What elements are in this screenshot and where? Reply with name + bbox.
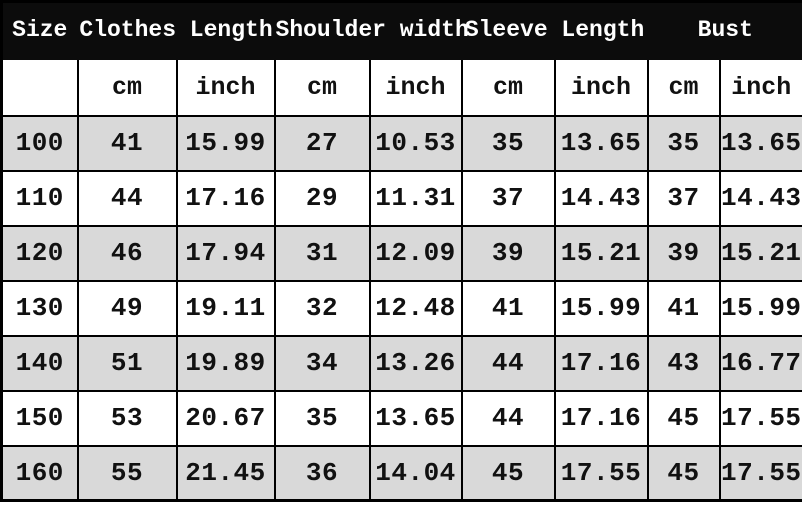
data-cell: 45 (646, 389, 721, 447)
data-cell: 16.77 (718, 334, 802, 392)
unit-cell-cm: cm (76, 57, 178, 117)
data-cell: 55 (76, 444, 178, 502)
table-body: 100 41 15.99 27 10.53 35 13.65 35 13.65 110 44 17.1… (0, 114, 802, 502)
data-cell: 35 (273, 389, 371, 447)
data-cell: 43 (646, 334, 721, 392)
data-cell: 13.65 (718, 114, 802, 172)
data-cell: 17.16 (553, 389, 649, 447)
size-cell: 110 (0, 169, 79, 227)
unit-cell-cm: cm (460, 57, 556, 117)
unit-cell-inch: inch (368, 57, 463, 117)
data-cell: 31 (273, 224, 371, 282)
unit-cell-cm: cm (273, 57, 371, 117)
table-row: 120 46 17.94 31 12.09 39 15.21 39 15.21 (0, 224, 802, 282)
data-cell: 51 (76, 334, 178, 392)
data-cell: 17.55 (718, 444, 802, 502)
data-cell: 17.94 (175, 224, 276, 282)
data-cell: 14.43 (553, 169, 649, 227)
table-row: 100 41 15.99 27 10.53 35 13.65 35 13.65 (0, 114, 802, 172)
header-bust: Bust (646, 0, 802, 60)
data-cell: 45 (460, 444, 556, 502)
data-cell: 39 (646, 224, 721, 282)
header-shoulder-width: Shoulder width (273, 0, 469, 60)
size-cell: 160 (0, 444, 79, 502)
data-cell: 14.04 (368, 444, 463, 502)
size-cell: 150 (0, 389, 79, 447)
data-cell: 35 (646, 114, 721, 172)
unit-cell-blank (0, 57, 79, 117)
data-cell: 29 (273, 169, 371, 227)
data-cell: 21.45 (175, 444, 276, 502)
data-cell: 32 (273, 279, 371, 337)
table-row: 140 51 19.89 34 13.26 44 17.16 43 16.77 (0, 334, 802, 392)
data-cell: 17.16 (175, 169, 276, 227)
data-cell: 41 (76, 114, 178, 172)
data-cell: 13.65 (553, 114, 649, 172)
data-cell: 37 (460, 169, 556, 227)
header-size: Size (0, 0, 79, 60)
data-cell: 39 (460, 224, 556, 282)
data-cell: 49 (76, 279, 178, 337)
data-cell: 44 (76, 169, 178, 227)
data-cell: 45 (646, 444, 721, 502)
data-cell: 17.55 (718, 389, 802, 447)
data-cell: 27 (273, 114, 371, 172)
data-cell: 12.48 (368, 279, 463, 337)
data-cell: 44 (460, 389, 556, 447)
data-cell: 15.21 (553, 224, 649, 282)
data-cell: 15.21 (718, 224, 802, 282)
size-cell: 130 (0, 279, 79, 337)
data-cell: 41 (460, 279, 556, 337)
unit-cell-inch: inch (175, 57, 276, 117)
unit-cell-inch: inch (553, 57, 649, 117)
data-cell: 17.55 (553, 444, 649, 502)
table-row: 150 53 20.67 35 13.65 44 17.16 45 17.55 (0, 389, 802, 447)
size-cell: 100 (0, 114, 79, 172)
data-cell: 12.09 (368, 224, 463, 282)
table-header: Size Clothes Length Shoulder width Sleev… (0, 0, 802, 117)
data-cell: 36 (273, 444, 371, 502)
data-cell: 44 (460, 334, 556, 392)
table-row: 130 49 19.11 32 12.48 41 15.99 41 15.99 (0, 279, 802, 337)
data-cell: 19.89 (175, 334, 276, 392)
data-cell: 15.99 (718, 279, 802, 337)
data-cell: 15.99 (553, 279, 649, 337)
data-cell: 46 (76, 224, 178, 282)
header-group-row: Size Clothes Length Shoulder width Sleev… (0, 0, 802, 60)
data-cell: 20.67 (175, 389, 276, 447)
data-cell: 37 (646, 169, 721, 227)
table-row: 110 44 17.16 29 11.31 37 14.43 37 14.43 (0, 169, 802, 227)
header-clothes-length: Clothes Length (76, 0, 276, 60)
data-cell: 15.99 (175, 114, 276, 172)
table-row: 160 55 21.45 36 14.04 45 17.55 45 17.55 (0, 444, 802, 502)
data-cell: 13.65 (368, 389, 463, 447)
data-cell: 13.26 (368, 334, 463, 392)
data-cell: 35 (460, 114, 556, 172)
data-cell: 41 (646, 279, 721, 337)
size-cell: 140 (0, 334, 79, 392)
units-row: cm inch cm inch cm inch cm inch (0, 57, 802, 117)
data-cell: 17.16 (553, 334, 649, 392)
size-cell: 120 (0, 224, 79, 282)
header-sleeve-length: Sleeve Length (460, 0, 649, 60)
unit-cell-inch: inch (718, 57, 802, 117)
data-cell: 11.31 (368, 169, 463, 227)
data-cell: 14.43 (718, 169, 802, 227)
data-cell: 10.53 (368, 114, 463, 172)
data-cell: 19.11 (175, 279, 276, 337)
unit-cell-cm: cm (646, 57, 721, 117)
data-cell: 34 (273, 334, 371, 392)
data-cell: 53 (76, 389, 178, 447)
